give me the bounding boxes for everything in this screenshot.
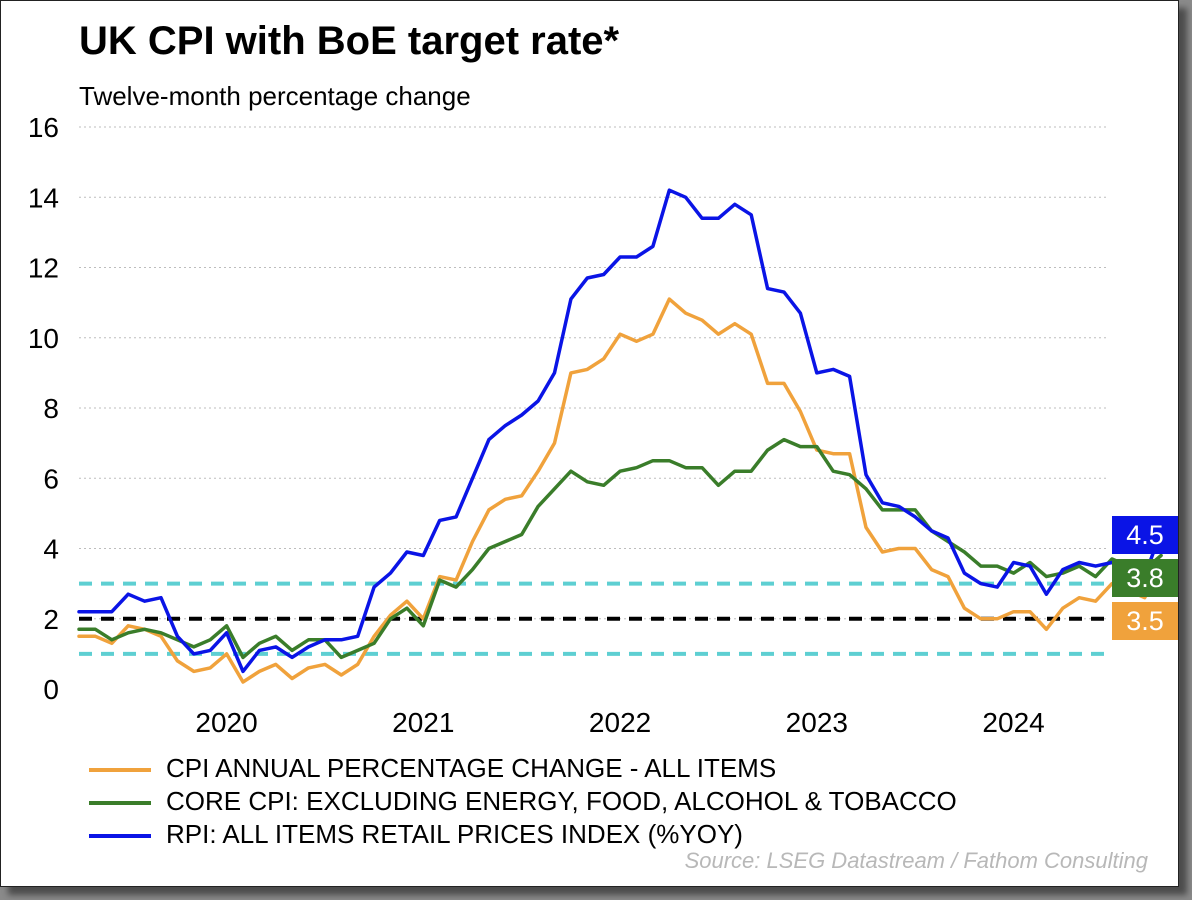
- core-cpi-last-value-tag: 3.8: [1112, 559, 1178, 597]
- y-tick-label-0: 0: [43, 674, 59, 705]
- x-tick-label-2024: 2024: [982, 707, 1044, 738]
- y-tick-label-6: 6: [43, 463, 59, 494]
- series-line-cpi: [77, 297, 1163, 684]
- y-tick-label-10: 10: [28, 323, 59, 354]
- legend-swatch-core-cpi: [89, 801, 151, 805]
- chart-title: UK CPI with BoE target rate*: [79, 19, 620, 63]
- y-tick-label-16: 16: [28, 112, 59, 143]
- legend-label-core-cpi: CORE CPI: EXCLUDING ENERGY, FOOD, ALCOHO…: [166, 786, 957, 816]
- x-tick-label-2022: 2022: [589, 707, 651, 738]
- y-tick-label-12: 12: [28, 253, 59, 284]
- rpi-last-value-tag: 4.5: [1112, 516, 1178, 554]
- chart-subtitle: Twelve-month percentage change: [79, 81, 471, 111]
- y-tick-label-8: 8: [43, 393, 59, 424]
- source-note: Source: LSEG Datastream / Fathom Consult…: [684, 848, 1148, 873]
- legend-label-rpi: RPI: ALL ITEMS RETAIL PRICES INDEX (%YOY…: [166, 819, 743, 849]
- cpi-last-value-tag: 3.5: [1112, 602, 1178, 640]
- y-tick-label-2: 2: [43, 604, 59, 635]
- series-line-rpi: [77, 188, 1163, 674]
- y-tick-label-14: 14: [28, 182, 59, 213]
- series-line-core-cpi: [77, 437, 1163, 660]
- chart-frame: UK CPI with BoE target rate* Twelve-mont…: [0, 0, 1179, 887]
- chart-plot: 0 2 4 6 8 10 12 14 16 2020 2021 2022 2023 2024: [28, 112, 1163, 738]
- legend-swatch-rpi: [89, 834, 151, 838]
- legend-label-cpi: CPI ANNUAL PERCENTAGE CHANGE - ALL ITEMS: [166, 753, 777, 783]
- x-tick-label-2021: 2021: [392, 707, 454, 738]
- x-tick-label-2020: 2020: [195, 707, 257, 738]
- y-tick-label-4: 4: [43, 534, 59, 565]
- x-tick-label-2023: 2023: [786, 707, 848, 738]
- legend-swatch-cpi: [89, 768, 151, 772]
